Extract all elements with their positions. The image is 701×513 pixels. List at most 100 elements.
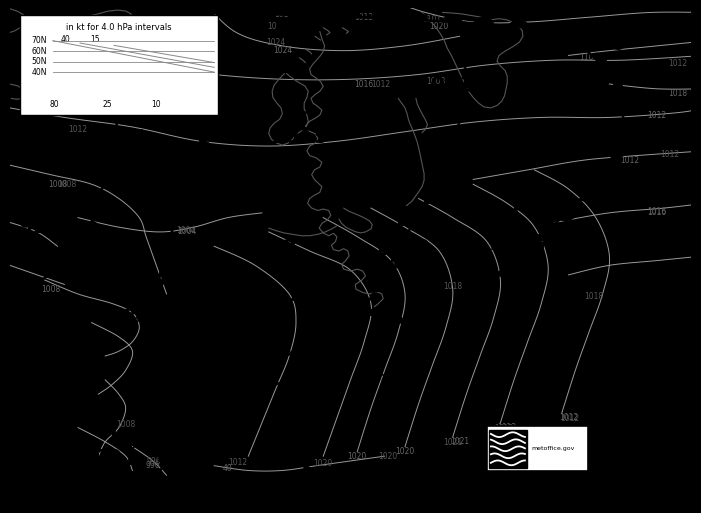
Text: 50N: 50N: [32, 57, 47, 66]
Polygon shape: [436, 174, 446, 181]
Polygon shape: [176, 211, 186, 218]
Polygon shape: [543, 23, 562, 31]
Polygon shape: [201, 344, 210, 350]
Text: 1008: 1008: [426, 77, 445, 86]
Text: 1020: 1020: [395, 447, 414, 456]
Text: 1004: 1004: [177, 227, 197, 236]
Polygon shape: [154, 302, 163, 309]
Polygon shape: [610, 76, 623, 89]
Polygon shape: [193, 91, 203, 98]
Text: L: L: [511, 205, 524, 225]
Polygon shape: [112, 130, 123, 143]
Polygon shape: [158, 279, 168, 286]
Polygon shape: [509, 20, 529, 28]
Polygon shape: [328, 376, 339, 383]
Text: 1012: 1012: [498, 423, 517, 432]
Polygon shape: [159, 447, 168, 454]
Text: 1016: 1016: [648, 208, 667, 218]
Polygon shape: [304, 465, 313, 472]
Polygon shape: [86, 221, 98, 233]
Polygon shape: [517, 247, 533, 259]
Text: L: L: [109, 279, 122, 299]
Text: 1024: 1024: [266, 37, 285, 47]
Polygon shape: [169, 234, 179, 242]
Polygon shape: [107, 156, 117, 164]
Text: 10: 10: [267, 22, 277, 31]
Text: L: L: [136, 129, 149, 149]
Text: 1020: 1020: [430, 22, 449, 31]
Text: 1008: 1008: [116, 420, 135, 429]
Polygon shape: [341, 10, 360, 17]
Polygon shape: [475, 283, 491, 295]
Polygon shape: [155, 398, 164, 405]
Polygon shape: [52, 263, 67, 274]
Polygon shape: [398, 243, 408, 250]
Text: 991: 991: [93, 448, 137, 468]
Polygon shape: [598, 168, 612, 180]
Polygon shape: [118, 111, 128, 119]
Text: metoffice.gov: metoffice.gov: [532, 446, 575, 451]
Text: 40N: 40N: [32, 68, 47, 76]
Polygon shape: [387, 262, 397, 269]
Text: 999: 999: [121, 157, 165, 177]
Polygon shape: [196, 284, 215, 291]
Polygon shape: [461, 106, 471, 113]
Polygon shape: [319, 399, 329, 406]
Text: L: L: [395, 210, 408, 230]
Text: 1020: 1020: [348, 451, 367, 461]
Polygon shape: [620, 97, 631, 111]
Text: 1003: 1003: [417, 76, 475, 96]
Text: 1024: 1024: [273, 46, 292, 55]
Text: 996: 996: [146, 461, 161, 470]
Polygon shape: [592, 53, 606, 66]
Text: 1020: 1020: [313, 459, 333, 468]
Polygon shape: [152, 23, 162, 29]
Polygon shape: [355, 307, 373, 315]
Text: 1008: 1008: [48, 180, 67, 189]
Text: 1: 1: [674, 155, 688, 174]
Text: 60N: 60N: [32, 47, 47, 55]
Polygon shape: [273, 8, 292, 15]
Polygon shape: [196, 320, 205, 327]
Polygon shape: [424, 197, 435, 204]
Polygon shape: [190, 299, 199, 306]
Text: 1012: 1012: [494, 424, 513, 433]
Polygon shape: [312, 422, 322, 429]
Text: 1008: 1008: [41, 285, 60, 293]
Polygon shape: [140, 43, 151, 54]
Text: 1012: 1012: [668, 58, 687, 68]
Text: H: H: [266, 353, 283, 373]
Polygon shape: [189, 410, 198, 417]
Text: L: L: [440, 48, 453, 68]
Polygon shape: [183, 68, 193, 75]
Text: 10: 10: [151, 101, 161, 109]
Text: 40: 40: [223, 464, 233, 472]
Text: 1016: 1016: [355, 80, 374, 89]
Text: 1012: 1012: [560, 415, 580, 423]
Text: 1021: 1021: [450, 438, 469, 446]
Text: 1012: 1012: [69, 125, 88, 134]
Text: 1012: 1012: [620, 156, 639, 165]
Text: 80: 80: [49, 101, 59, 109]
Polygon shape: [474, 17, 494, 25]
Text: 1008: 1008: [57, 180, 76, 189]
Text: 15: 15: [90, 35, 100, 44]
Polygon shape: [157, 422, 166, 429]
Text: 1016: 1016: [194, 63, 214, 72]
Polygon shape: [292, 294, 309, 302]
Text: 1015: 1015: [271, 127, 329, 147]
Text: 1012: 1012: [373, 239, 430, 259]
Polygon shape: [163, 25, 172, 32]
Text: 101: 101: [274, 10, 288, 19]
Text: L: L: [34, 189, 47, 208]
Polygon shape: [102, 176, 112, 188]
Text: 25: 25: [102, 101, 112, 109]
Text: 1004: 1004: [176, 226, 196, 235]
Polygon shape: [185, 187, 195, 194]
Text: 1012: 1012: [355, 13, 374, 22]
Text: 1012: 1012: [229, 458, 247, 467]
Text: 1018: 1018: [443, 282, 462, 291]
Text: 1020: 1020: [379, 451, 397, 461]
Polygon shape: [374, 285, 384, 292]
Polygon shape: [456, 126, 465, 134]
